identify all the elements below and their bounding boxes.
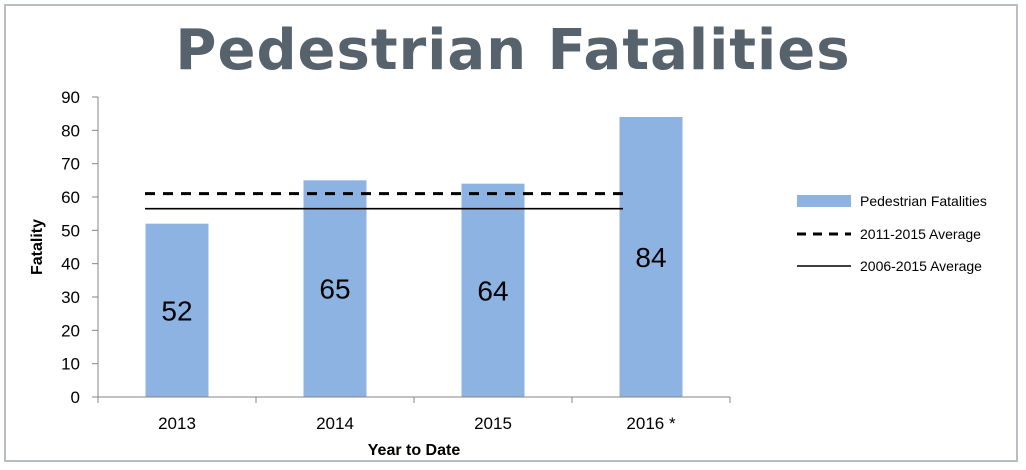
x-tick-label: 2014 — [316, 414, 354, 433]
y-tick-label: 90 — [61, 88, 80, 107]
bar-data-label: 84 — [635, 242, 666, 273]
legend-label: 2006-2015 Average — [860, 258, 982, 274]
y-axis-title: Fatality — [29, 219, 46, 275]
legend-label: 2011-2015 Average — [860, 226, 981, 242]
bar-data-label: 65 — [319, 274, 350, 305]
bar — [461, 183, 525, 397]
data-labels: 52 65 64 84 — [161, 242, 666, 326]
legend-label: Pedestrian Fatalities — [860, 193, 987, 209]
y-tick-label: 60 — [61, 188, 80, 207]
x-axis-title: Year to Date — [368, 442, 461, 459]
y-axis-ticks: 0 10 20 30 40 50 60 70 80 90 — [61, 88, 98, 407]
chart-title: Pedestrian Fatalities — [175, 18, 851, 83]
y-tick-label: 40 — [61, 255, 80, 274]
y-tick-label: 70 — [61, 155, 80, 174]
bar-data-label: 52 — [161, 295, 192, 326]
legend-swatch-bar — [797, 195, 851, 207]
y-tick-label: 10 — [61, 355, 80, 374]
bar — [145, 223, 209, 397]
y-tick-label: 50 — [61, 221, 80, 240]
y-tick-label: 20 — [61, 321, 80, 340]
y-tick-label: 80 — [61, 121, 80, 140]
bar — [303, 180, 367, 397]
axes — [97, 97, 730, 398]
x-tick-label: 2015 — [474, 414, 512, 433]
bar-data-label: 64 — [477, 275, 508, 306]
x-axis-ticks: 2013 2014 2015 2016 * — [97, 397, 731, 433]
x-tick-label: 2016 * — [626, 414, 676, 433]
x-tick-label: 2013 — [158, 414, 196, 433]
reference-lines — [145, 192, 623, 210]
legend: Pedestrian Fatalities 2011-2015 Average 20… — [797, 193, 987, 274]
bars — [145, 117, 683, 397]
bar — [619, 117, 683, 397]
y-tick-label: 30 — [61, 288, 80, 307]
y-tick-label: 0 — [71, 388, 80, 407]
